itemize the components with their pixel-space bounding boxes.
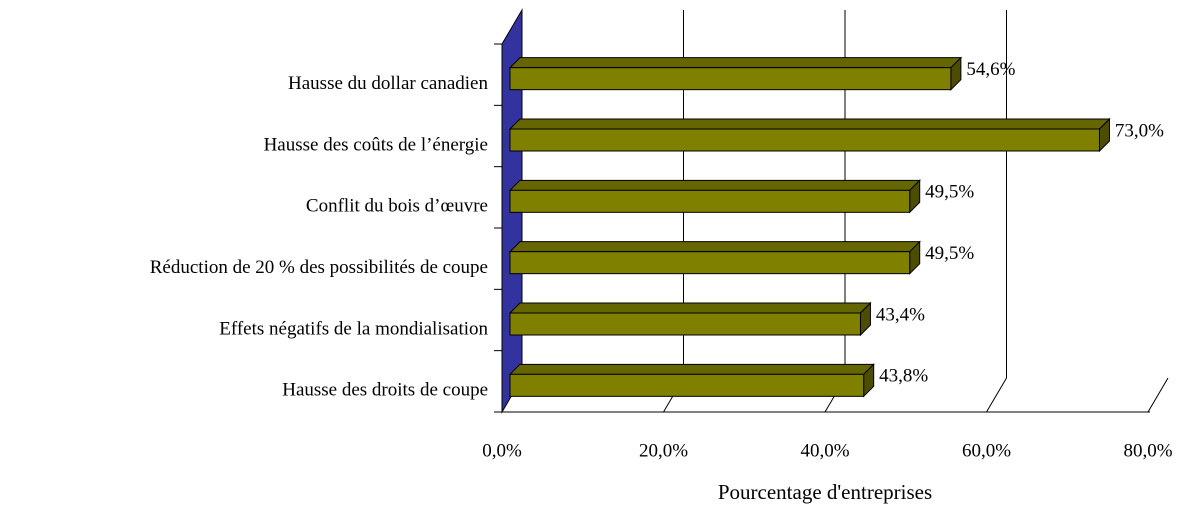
value-label: 43,8% bbox=[879, 366, 928, 387]
y-tick-label: Hausse du dollar canadien bbox=[288, 73, 488, 94]
bar-top bbox=[508, 302, 872, 314]
bar-top bbox=[508, 118, 1111, 130]
value-label: 49,5% bbox=[925, 243, 974, 264]
floor-line bbox=[1147, 377, 1169, 413]
bar bbox=[509, 67, 952, 91]
y-tick-label: Effets négatifs de la mondialisation bbox=[219, 318, 488, 339]
x-tick-label: 80,0% bbox=[1123, 440, 1172, 461]
x-tick-label: 40,0% bbox=[800, 440, 849, 461]
bar bbox=[509, 128, 1100, 152]
bar bbox=[509, 312, 861, 336]
x-tick-label: 20,0% bbox=[639, 440, 688, 461]
value-label: 54,6% bbox=[966, 59, 1015, 80]
x-axis-label: Pourcentage d'entreprises bbox=[718, 480, 932, 504]
y-tick-label: Hausse des droits de coupe bbox=[282, 380, 488, 401]
bar bbox=[509, 251, 911, 275]
y-tick-label: Conflit du bois d’œuvre bbox=[306, 196, 488, 217]
value-label: 49,5% bbox=[925, 182, 974, 203]
bar-top bbox=[508, 241, 921, 253]
bar bbox=[509, 373, 865, 397]
floor-line bbox=[986, 377, 1007, 413]
x-tick-label: 60,0% bbox=[962, 440, 1011, 461]
bar-top bbox=[508, 57, 963, 69]
value-label: 73,0% bbox=[1115, 120, 1164, 141]
bar bbox=[509, 189, 911, 213]
bar-top bbox=[508, 179, 921, 191]
bar-top bbox=[508, 363, 875, 375]
y-tick-label: Hausse des coûts de l’énergie bbox=[264, 134, 488, 155]
value-label: 43,4% bbox=[876, 304, 925, 325]
y-tick-label: Réduction de 20 % des possibilités de co… bbox=[150, 257, 488, 278]
x-tick-label: 0,0% bbox=[482, 440, 522, 461]
